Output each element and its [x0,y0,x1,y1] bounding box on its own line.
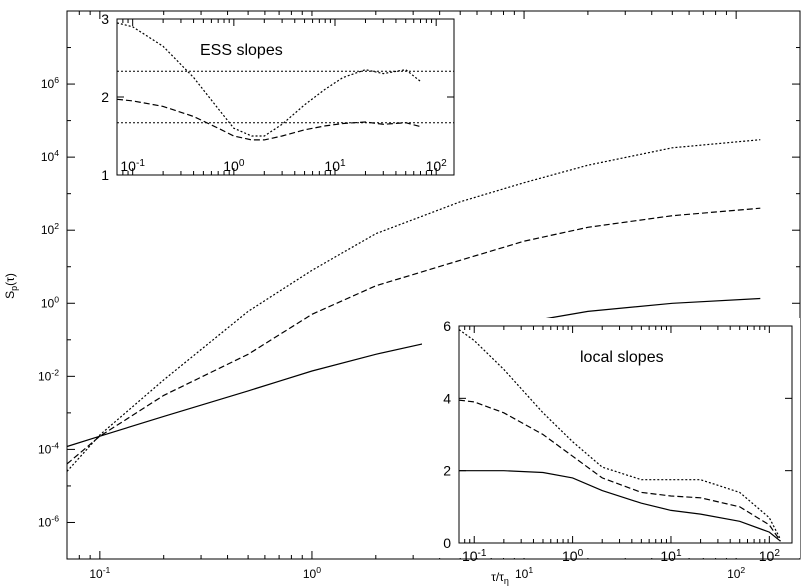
y-tick-label: 10-4 [38,440,59,456]
inset-bottom-x-tick-label: 100 [562,548,584,564]
inset-bottom-series-solid-line [459,470,781,542]
x-tick-label: 10-1 [89,565,110,581]
main-series-dotted-line [66,139,761,472]
inset-top-x-tick-label: 100 [223,158,245,174]
inset-bottom-frame [458,325,793,544]
inset-bottom-axis-ticks: 0 2 4 6 10-1 100 101 102 [443,318,792,564]
inset-bottom-series-group [458,329,782,542]
main-series-solid-line [66,297,761,448]
main-series-group [66,139,761,472]
inset-top-x-tick-label: 101 [324,158,346,174]
inset-bottom-x-tick-label: 10-1 [462,548,487,564]
y-axis-label: Sp(τ) [3,273,19,299]
inset-bottom-title: local slopes [580,349,664,366]
inset-top-series-dashed-line [116,98,421,141]
inset-bottom-series-dashed-line [458,399,781,542]
x-tick-label: 101 [515,565,533,581]
inset-top-x-tick-label: 10-1 [120,158,145,174]
y-tick-label: 10-6 [38,513,59,529]
main-series-dashed-line [66,207,761,465]
inset-bottom-series-dotted-line [458,329,782,540]
inset-bottom-y-tick-label: 2 [443,463,451,479]
inset-top-x-tick-label: 102 [426,158,448,174]
y-tick-label: 10-2 [38,367,59,383]
inset-top-y-tick-label: 1 [101,167,109,183]
main-plot-frame [66,10,801,560]
y-tick-label: 100 [41,294,59,310]
inset-bottom-x-tick-label: 102 [759,548,781,564]
y-tick-label: 106 [41,75,59,91]
y-tick-label: 104 [41,148,59,164]
x-axis-label: τ/τη [491,570,509,586]
inset-top-y-tick-label: 2 [101,89,109,105]
inset-bottom-y-tick-label: 6 [443,318,451,334]
inset-top-background [110,16,463,186]
inset-bottom-x-tick-label: 101 [660,548,682,564]
inset-bottom-y-tick-label: 0 [443,535,451,551]
inset-top-series-group [116,22,454,141]
inset-top-axis-ticks: 1 2 3 10-1 100 101 102 [101,11,454,183]
inset-bottom-background [422,318,800,558]
x-tick-label: 102 [727,565,745,581]
x-tick-label: 100 [303,565,321,581]
inset-top-title: ESS slopes [200,42,283,59]
inset-top-y-tick-label: 3 [101,11,109,27]
inset-bottom-y-tick-label: 4 [443,390,451,406]
y-tick-label: 102 [41,221,59,237]
